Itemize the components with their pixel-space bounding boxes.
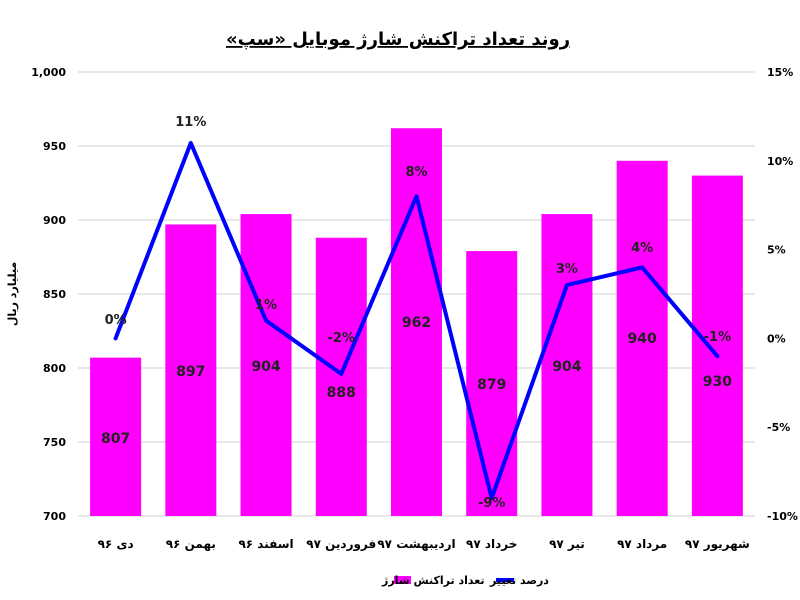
bar-value-label: 940	[628, 331, 657, 347]
y-tick-label: 850	[43, 288, 66, 301]
x-category-label: مرداد ۹۷	[617, 537, 667, 551]
x-category-label: فروردین ۹۷	[306, 537, 376, 552]
x-category-label: بهمن ۹۶	[166, 537, 216, 551]
y-tick-label: 750	[43, 436, 66, 449]
bar	[315, 237, 367, 516]
y2-tick-label: 5%	[767, 244, 786, 257]
line-value-label: 8%	[405, 165, 427, 180]
bar-value-label: 888	[327, 385, 356, 401]
line-value-label: -1%	[704, 330, 731, 345]
y2-tick-label: 0%	[767, 332, 786, 345]
line-value-label: -2%	[328, 331, 355, 346]
legend-label-bars: تعداد تراکنش شارژ	[381, 574, 485, 587]
x-category-label: اردیبهشت ۹۷	[377, 537, 455, 551]
x-category-label: دی ۹۶	[98, 537, 134, 551]
x-category-label: اسفند ۹۶	[238, 537, 293, 551]
chart-title: روند تعداد تراکنش شارژ موبایل «سپ»	[226, 29, 570, 50]
line-value-label: 3%	[556, 262, 578, 277]
y-tick-label: 700	[43, 510, 66, 523]
legend-label-line: درصد تغییر	[489, 574, 549, 587]
x-category-label: خرداد ۹۷	[466, 537, 517, 551]
x-category-label: تیر ۹۷	[549, 537, 585, 551]
bar-value-label: 807	[101, 431, 130, 447]
y2-tick-label: 10%	[767, 155, 793, 168]
bar-value-label: 930	[703, 374, 732, 390]
y-tick-label: 950	[43, 140, 66, 153]
line-value-label: -9%	[478, 496, 505, 511]
bar-value-label: 879	[477, 377, 506, 393]
y2-tick-label: 15%	[767, 66, 793, 79]
bar-value-label: 904	[552, 359, 581, 375]
y-tick-label: 800	[43, 362, 66, 375]
x-category-label: شهریور ۹۷	[685, 537, 750, 552]
legend-swatch-bars	[394, 576, 411, 584]
line-value-label: 4%	[631, 241, 653, 256]
y-tick-label: 1,000	[31, 66, 66, 79]
line-value-label: 11%	[175, 115, 206, 130]
bar	[165, 224, 217, 516]
y2-tick-label: -10%	[767, 510, 798, 523]
bar-value-label: 962	[402, 315, 431, 331]
line-value-label: 0%	[105, 313, 127, 328]
bar	[240, 214, 292, 516]
bar	[90, 357, 142, 516]
line-value-label: 1%	[255, 298, 277, 313]
bar	[616, 160, 668, 517]
bar-value-label: 897	[176, 364, 205, 380]
y-tick-label: 900	[43, 214, 66, 227]
bar	[466, 251, 518, 516]
y2-tick-label: -5%	[767, 421, 790, 434]
bar	[391, 128, 442, 517]
bar	[691, 175, 743, 516]
change-line	[113, 141, 720, 501]
bar-value-label: 904	[251, 359, 280, 375]
bar	[541, 214, 593, 516]
y-axis-title: میلیارد ریال	[6, 262, 19, 326]
